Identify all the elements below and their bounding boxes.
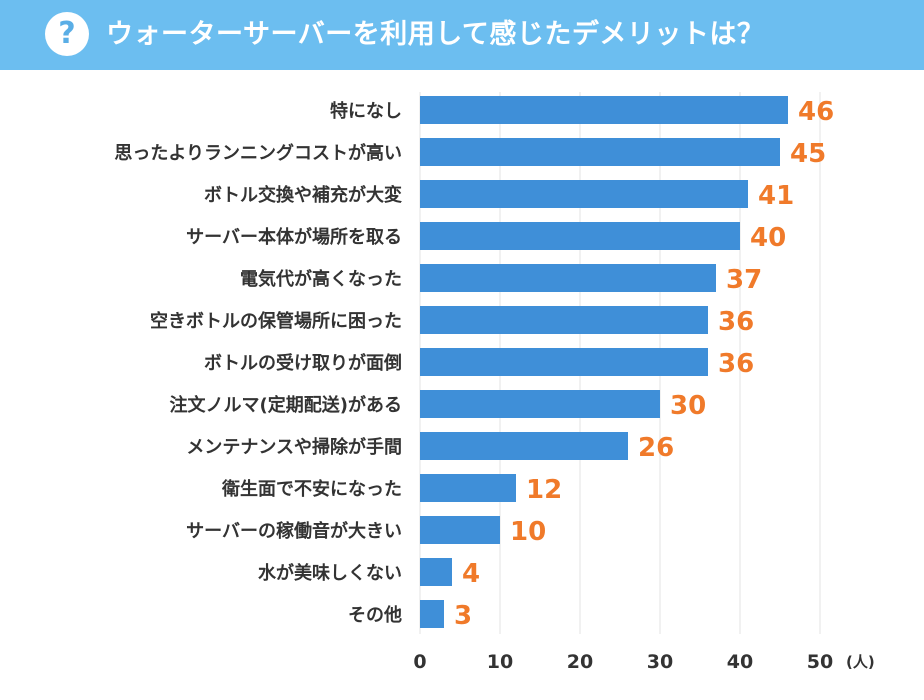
bar: [420, 432, 628, 460]
bar: [420, 600, 444, 628]
x-tick-label: 30: [647, 651, 673, 673]
value-label: 45: [790, 139, 826, 169]
value-label: 40: [750, 223, 786, 253]
header-banner: ? ウォーターサーバーを利用して感じたデメリットは？: [0, 0, 924, 70]
x-tick-label: 20: [567, 651, 593, 673]
category-label: ボトル交換や補充が大変: [204, 184, 402, 206]
category-label: ボトルの受け取りが面倒: [204, 352, 402, 374]
bar: [420, 558, 452, 586]
category-label: 思ったよりランニングコストが高い: [114, 142, 402, 164]
x-unit-label: (人): [846, 653, 875, 671]
bar: [420, 348, 708, 376]
x-tick-label: 10: [487, 651, 513, 673]
category-label: サーバーの稼働音が大きい: [186, 520, 402, 542]
category-label: 水が美味しくない: [258, 562, 402, 584]
category-label: 電気代が高くなった: [240, 268, 402, 290]
value-label: 36: [718, 349, 754, 379]
category-label: その他: [348, 604, 402, 626]
value-label: 4: [462, 559, 480, 589]
value-label: 3: [454, 601, 472, 631]
x-tick-label: 40: [727, 651, 753, 673]
bar: [420, 474, 516, 502]
bar: [420, 138, 780, 166]
value-label: 26: [638, 433, 674, 463]
x-tick-label: 0: [413, 651, 426, 673]
category-label: メンテナンスや掃除が手間: [186, 436, 402, 458]
category-label: 衛生面で不安になった: [221, 478, 402, 500]
x-tick-label: 50: [807, 651, 833, 673]
bar: [420, 306, 708, 334]
bar: [420, 390, 660, 418]
value-label: 41: [758, 181, 794, 211]
value-label: 37: [726, 265, 762, 295]
bar: [420, 222, 740, 250]
value-label: 30: [670, 391, 706, 421]
category-label: 特になし: [330, 100, 402, 122]
category-label: サーバー本体が場所を取る: [186, 226, 402, 248]
bar: [420, 516, 500, 544]
value-label: 46: [798, 97, 834, 127]
chart-title: ウォーターサーバーを利用して感じたデメリットは？: [106, 19, 765, 50]
category-label: 注文ノルマ(定期配送)がある: [170, 394, 402, 416]
value-label: 10: [510, 517, 546, 547]
question-icon: ?: [45, 12, 89, 56]
bar: [420, 96, 788, 124]
value-label: 36: [718, 307, 754, 337]
category-label: 空きボトルの保管場所に困った: [150, 310, 402, 332]
value-label: 12: [526, 475, 562, 505]
bar: [420, 180, 748, 208]
bar: [420, 264, 716, 292]
